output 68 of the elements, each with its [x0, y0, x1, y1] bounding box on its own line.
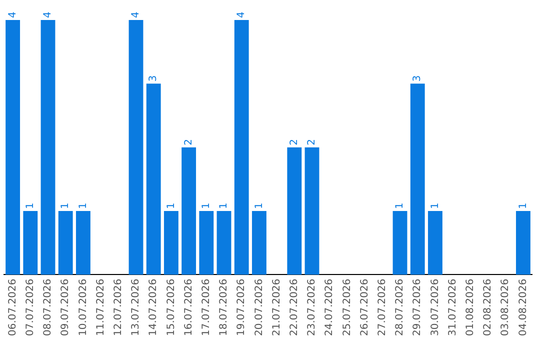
bar [146, 84, 161, 275]
x-tick-label: 25.07.2026 [342, 278, 353, 336]
x-tick-label: 23.07.2026 [306, 278, 318, 336]
data-label: 1 [394, 202, 406, 210]
x-tick-label: 12.07.2026 [112, 278, 124, 336]
data-label: 2 [306, 138, 318, 146]
x-tick-label: 17.07.2026 [200, 278, 212, 336]
data-label: 2 [288, 138, 300, 146]
bar [516, 211, 530, 275]
data-label: 3 [148, 75, 160, 82]
bar [216, 211, 232, 275]
x-tick-label: 03.08.2026 [500, 278, 512, 336]
bar [182, 147, 196, 275]
x-tick-label: 31.07.2026 [447, 278, 458, 336]
x-tick-label: 27.07.2026 [376, 278, 388, 336]
x-tick-label: 29.07.2026 [412, 278, 424, 336]
bar [252, 211, 266, 275]
data-label: 1 [518, 202, 529, 210]
x-tick-label: 15.07.2026 [166, 278, 177, 336]
bar [23, 211, 38, 275]
x-tick-label: 18.07.2026 [218, 278, 230, 336]
x-tick-label: 09.07.2026 [60, 278, 72, 336]
bar [164, 211, 178, 275]
x-tick-label: 24.07.2026 [324, 278, 336, 336]
bar [76, 211, 90, 275]
x-tick-label: 16.07.2026 [183, 278, 194, 336]
x-tick-label: 11.07.2026 [95, 278, 106, 336]
data-label: 1 [24, 202, 36, 210]
x-tick-label: 07.07.2026 [24, 278, 36, 336]
bar [428, 211, 442, 275]
x-tick-label: 08.07.2026 [42, 278, 54, 336]
x-tick-label: 28.07.2026 [394, 278, 406, 336]
bar [410, 84, 425, 275]
data-label: 4 [42, 12, 54, 18]
x-tick-label: 26.07.2026 [359, 278, 370, 336]
data-label: 1 [200, 202, 212, 210]
x-tick-label: 21.07.2026 [271, 278, 282, 336]
data-label: 4 [7, 12, 18, 18]
x-tick-label: 04.08.2026 [518, 278, 529, 336]
x-tick-label: 01.08.2026 [464, 278, 476, 336]
data-label: 4 [130, 12, 142, 18]
data-label: 1 [78, 202, 89, 210]
data-label: 1 [166, 202, 177, 210]
x-tick-label: 13.07.2026 [130, 278, 142, 336]
x-tick-label: 06.07.2026 [7, 278, 18, 336]
bar [199, 211, 214, 275]
data-label: 1 [254, 202, 265, 210]
x-tick-label: 10.07.2026 [78, 278, 89, 336]
bar [40, 20, 56, 275]
x-tick-label: 30.07.2026 [430, 278, 441, 336]
x-tick-label: 19.07.2026 [236, 278, 248, 336]
x-tick-label: 22.07.2026 [288, 278, 300, 336]
data-label: 1 [430, 202, 441, 210]
data-label: 3 [412, 75, 424, 82]
data-label: 1 [218, 202, 230, 210]
data-label: 4 [236, 12, 248, 18]
bar [304, 147, 320, 275]
x-tick-label: 14.07.2026 [148, 278, 160, 336]
bar [128, 20, 144, 275]
bar [392, 211, 408, 275]
data-label: 1 [60, 202, 72, 210]
bar [234, 20, 249, 275]
x-tick-label: 02.08.2026 [482, 278, 494, 336]
bar [58, 211, 73, 275]
bar [6, 20, 20, 275]
bar [287, 147, 302, 275]
x-tick-label: 20.07.2026 [254, 278, 265, 336]
data-label: 2 [183, 138, 194, 146]
